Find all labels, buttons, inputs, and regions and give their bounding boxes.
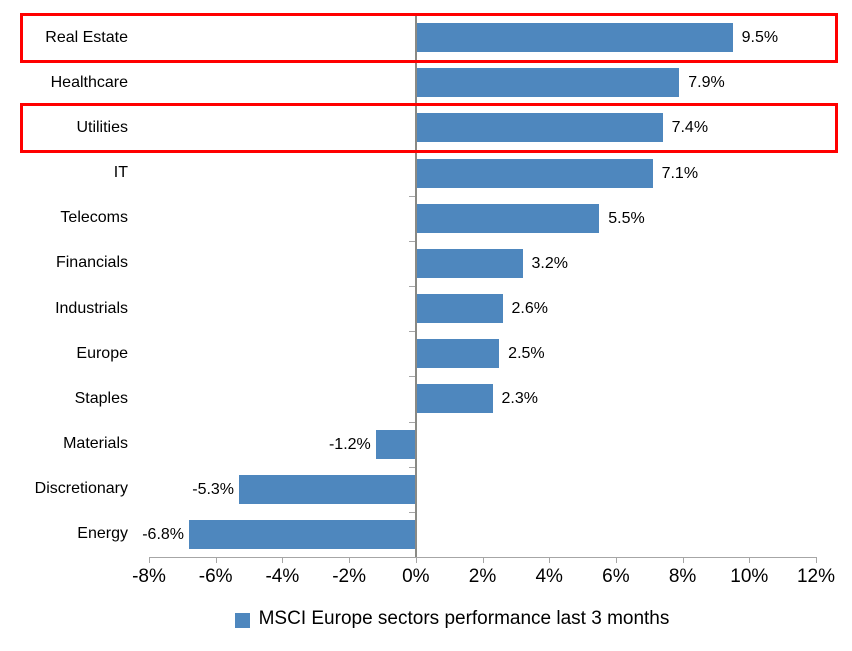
bar [416,384,493,414]
x-axis-tick-label: -2% [332,566,366,587]
bar [189,519,415,549]
category-axis-tick [408,376,415,378]
x-axis-tick-label: 10% [730,566,769,587]
bar [416,203,600,233]
x-axis-tick-label: -4% [265,566,300,587]
category-label: Utilities [76,118,128,136]
category-axis-tick [408,421,415,423]
bar [416,113,663,143]
category-axis-tick [408,466,415,468]
x-axis-tick [549,557,551,563]
legend: MSCI Europe sectors performance last 3 m… [0,608,852,630]
value-label: 3.2% [531,254,568,272]
x-axis-tick-label: 2% [468,566,497,587]
x-axis-tick-label: 8% [668,566,697,587]
category-axis-tick [408,60,415,62]
category-axis-tick [408,511,415,513]
category-axis-tick [408,331,415,333]
value-label: 9.5% [741,29,779,47]
category-label: Staples [74,389,128,407]
category-label: Healthcare [50,73,128,91]
value-label: 7.4% [671,119,709,137]
x-axis-tick-label: 0% [402,566,430,587]
category-axis-tick [408,195,415,197]
category-axis-tick [408,286,415,287]
bar [416,339,500,369]
bar [239,474,415,504]
bar [416,68,680,98]
category-label: Europe [76,344,128,362]
x-axis-tick-label: -6% [198,566,233,587]
bar [375,429,415,459]
x-axis-tick [415,557,417,563]
x-axis-tick-label: 4% [535,566,563,587]
x-axis-tick-label: 6% [602,566,630,587]
bar [416,23,733,53]
x-axis-tick-label: -8% [132,566,166,587]
category-label: Discretionary [34,480,128,498]
value-label: -6.8% [142,525,185,543]
x-axis-tick [215,557,217,563]
category-label: Energy [77,525,128,543]
category-label: Materials [63,435,128,453]
value-label: 2.5% [508,345,545,363]
value-label: 2.3% [501,390,538,408]
category-label: Real Estate [45,28,128,46]
category-axis-tick [408,240,415,242]
bar [416,248,523,278]
category-label: IT [113,164,128,182]
x-axis-tick-label: 12% [796,566,836,587]
value-label: 2.6% [511,300,548,318]
x-axis-tick [816,557,817,563]
value-label: 5.5% [608,209,645,227]
category-axis-tick [408,150,415,152]
legend-swatch-icon [234,612,250,628]
bar [416,158,653,188]
value-label: -5.3% [192,480,235,498]
x-axis-tick [349,557,351,563]
x-axis-tick [482,557,484,563]
value-label: 7.1% [661,164,699,182]
category-label: Telecoms [60,209,128,227]
bar [416,294,503,324]
x-axis-tick [149,557,150,563]
value-axis-line [414,15,417,557]
x-axis-tick [615,557,617,563]
x-axis-tick [749,557,751,563]
category-axis-tick [408,15,415,16]
legend-label: MSCI Europe sectors performance last 3 m… [258,608,670,629]
category-axis-tick [408,105,415,107]
x-axis-tick [682,557,684,563]
value-label: -1.2% [328,435,371,453]
value-label: 7.9% [688,74,725,92]
category-label: Industrials [55,299,128,317]
x-axis-tick [282,557,284,563]
category-label: Financials [55,254,128,272]
